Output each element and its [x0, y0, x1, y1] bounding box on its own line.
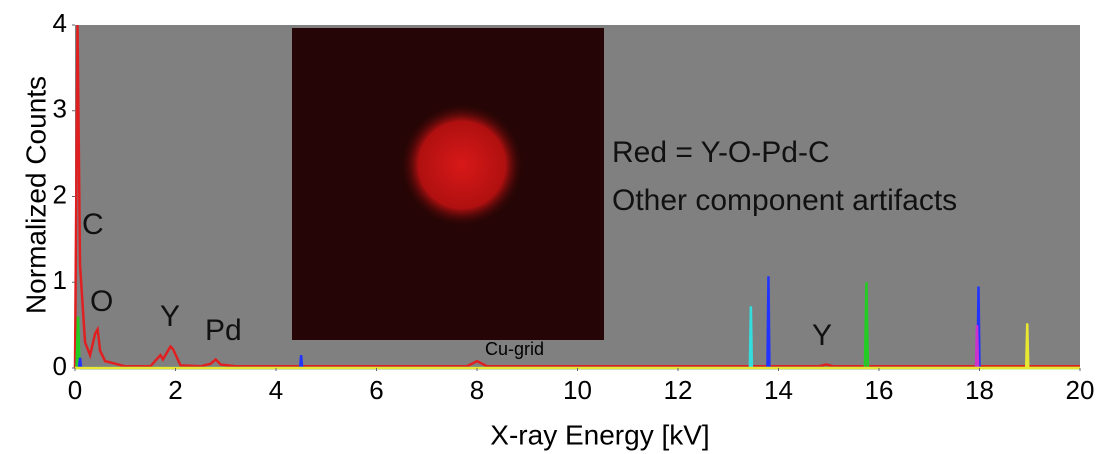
x-tick-label: 18	[965, 375, 994, 405]
x-axis-title: X-ray Energy [kV]	[490, 419, 709, 450]
spectrum-line	[748, 306, 754, 369]
annotation: Y	[812, 319, 832, 352]
annotation: C	[82, 208, 104, 241]
x-tick-label: 8	[470, 375, 484, 405]
spectrum-line	[73, 24, 1080, 369]
x-tick-label: 2	[168, 375, 182, 405]
x-tick-label: 10	[563, 375, 592, 405]
annotation: Red = Y-O-Pd-C	[612, 136, 830, 169]
y-tick-label: 2	[53, 179, 67, 209]
y-tick-label: 3	[53, 94, 67, 124]
y-tick-label: 0	[53, 351, 67, 381]
x-tick-label: 14	[764, 375, 793, 405]
y-axis-title: Normalized Counts	[20, 76, 51, 314]
x-tick-label: 0	[68, 375, 82, 405]
x-tick-label: 4	[269, 375, 283, 405]
x-tick-label: 6	[369, 375, 383, 405]
y-tick-label: 1	[53, 265, 67, 295]
spectrum-line	[75, 323, 1080, 370]
x-tick-label: 12	[664, 375, 693, 405]
spectrum-line	[974, 325, 980, 369]
annotation: O	[90, 285, 113, 318]
x-tick-label: 20	[1066, 375, 1095, 405]
inset-blob	[400, 103, 524, 227]
annotation: Y	[160, 300, 180, 333]
annotation: Pd	[205, 314, 242, 347]
annotation: Cu-grid	[485, 339, 544, 359]
y-tick-label: 4	[53, 8, 67, 38]
x-tick-label: 16	[865, 375, 894, 405]
annotation: Other component artifacts	[612, 184, 957, 217]
